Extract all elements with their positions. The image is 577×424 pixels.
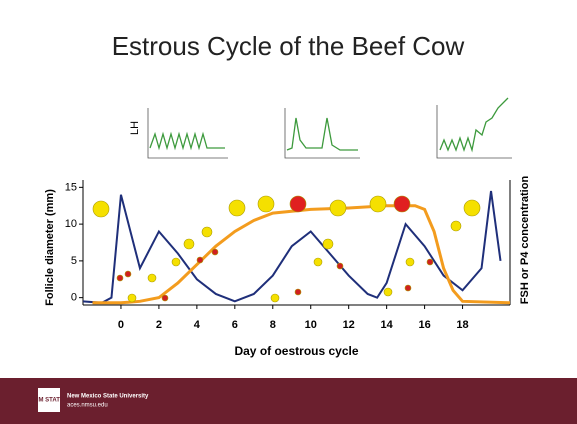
y-tick-label: 0: [71, 292, 77, 304]
slide-title: Estrous Cycle of the Beef Cow: [112, 31, 465, 61]
x-tick-label: 18: [456, 319, 468, 331]
page: Estrous Cycle of the Beef Cow LH 0510150…: [0, 0, 577, 424]
plot: 0 5 10 15 0 2 4 6 8 10 12 14 16 18 Day of oestrous cyc…: [44, 176, 531, 359]
x-tick-label: 8: [270, 319, 276, 331]
slide: Estrous Cycle of the Beef Cow LH 0510150…: [0, 0, 577, 424]
x-tick-label: 6: [232, 319, 238, 331]
lh-insets: [148, 98, 512, 158]
y-tick-label: 15: [65, 181, 77, 193]
x-tick-label: 0: [118, 319, 124, 331]
logo: NM STATE: [34, 398, 64, 404]
x-tick-label: 2: [156, 319, 162, 331]
x-tick-label: 4: [194, 319, 201, 331]
series-line: [92, 206, 510, 303]
footer-university: New Mexico State University: [67, 394, 149, 400]
x-tick-label: 12: [343, 319, 355, 331]
x-axis-label: Day of oestrous cycle: [234, 344, 358, 358]
footer-bar: [0, 378, 577, 424]
y-axis-label: Follicle diameter (mm): [44, 189, 56, 306]
y-tick-label: 5: [71, 255, 77, 267]
x-tick-label: 14: [381, 319, 394, 331]
x-tick-label: 16: [418, 319, 430, 331]
y2-axis-label: FSH or P4 concentration: [519, 176, 531, 305]
y-tick-label: 10: [65, 218, 77, 230]
inset-label: LH: [129, 121, 141, 135]
footer-url: aces.nmsu.edu: [67, 403, 108, 409]
x-tick-label: 10: [305, 319, 317, 331]
